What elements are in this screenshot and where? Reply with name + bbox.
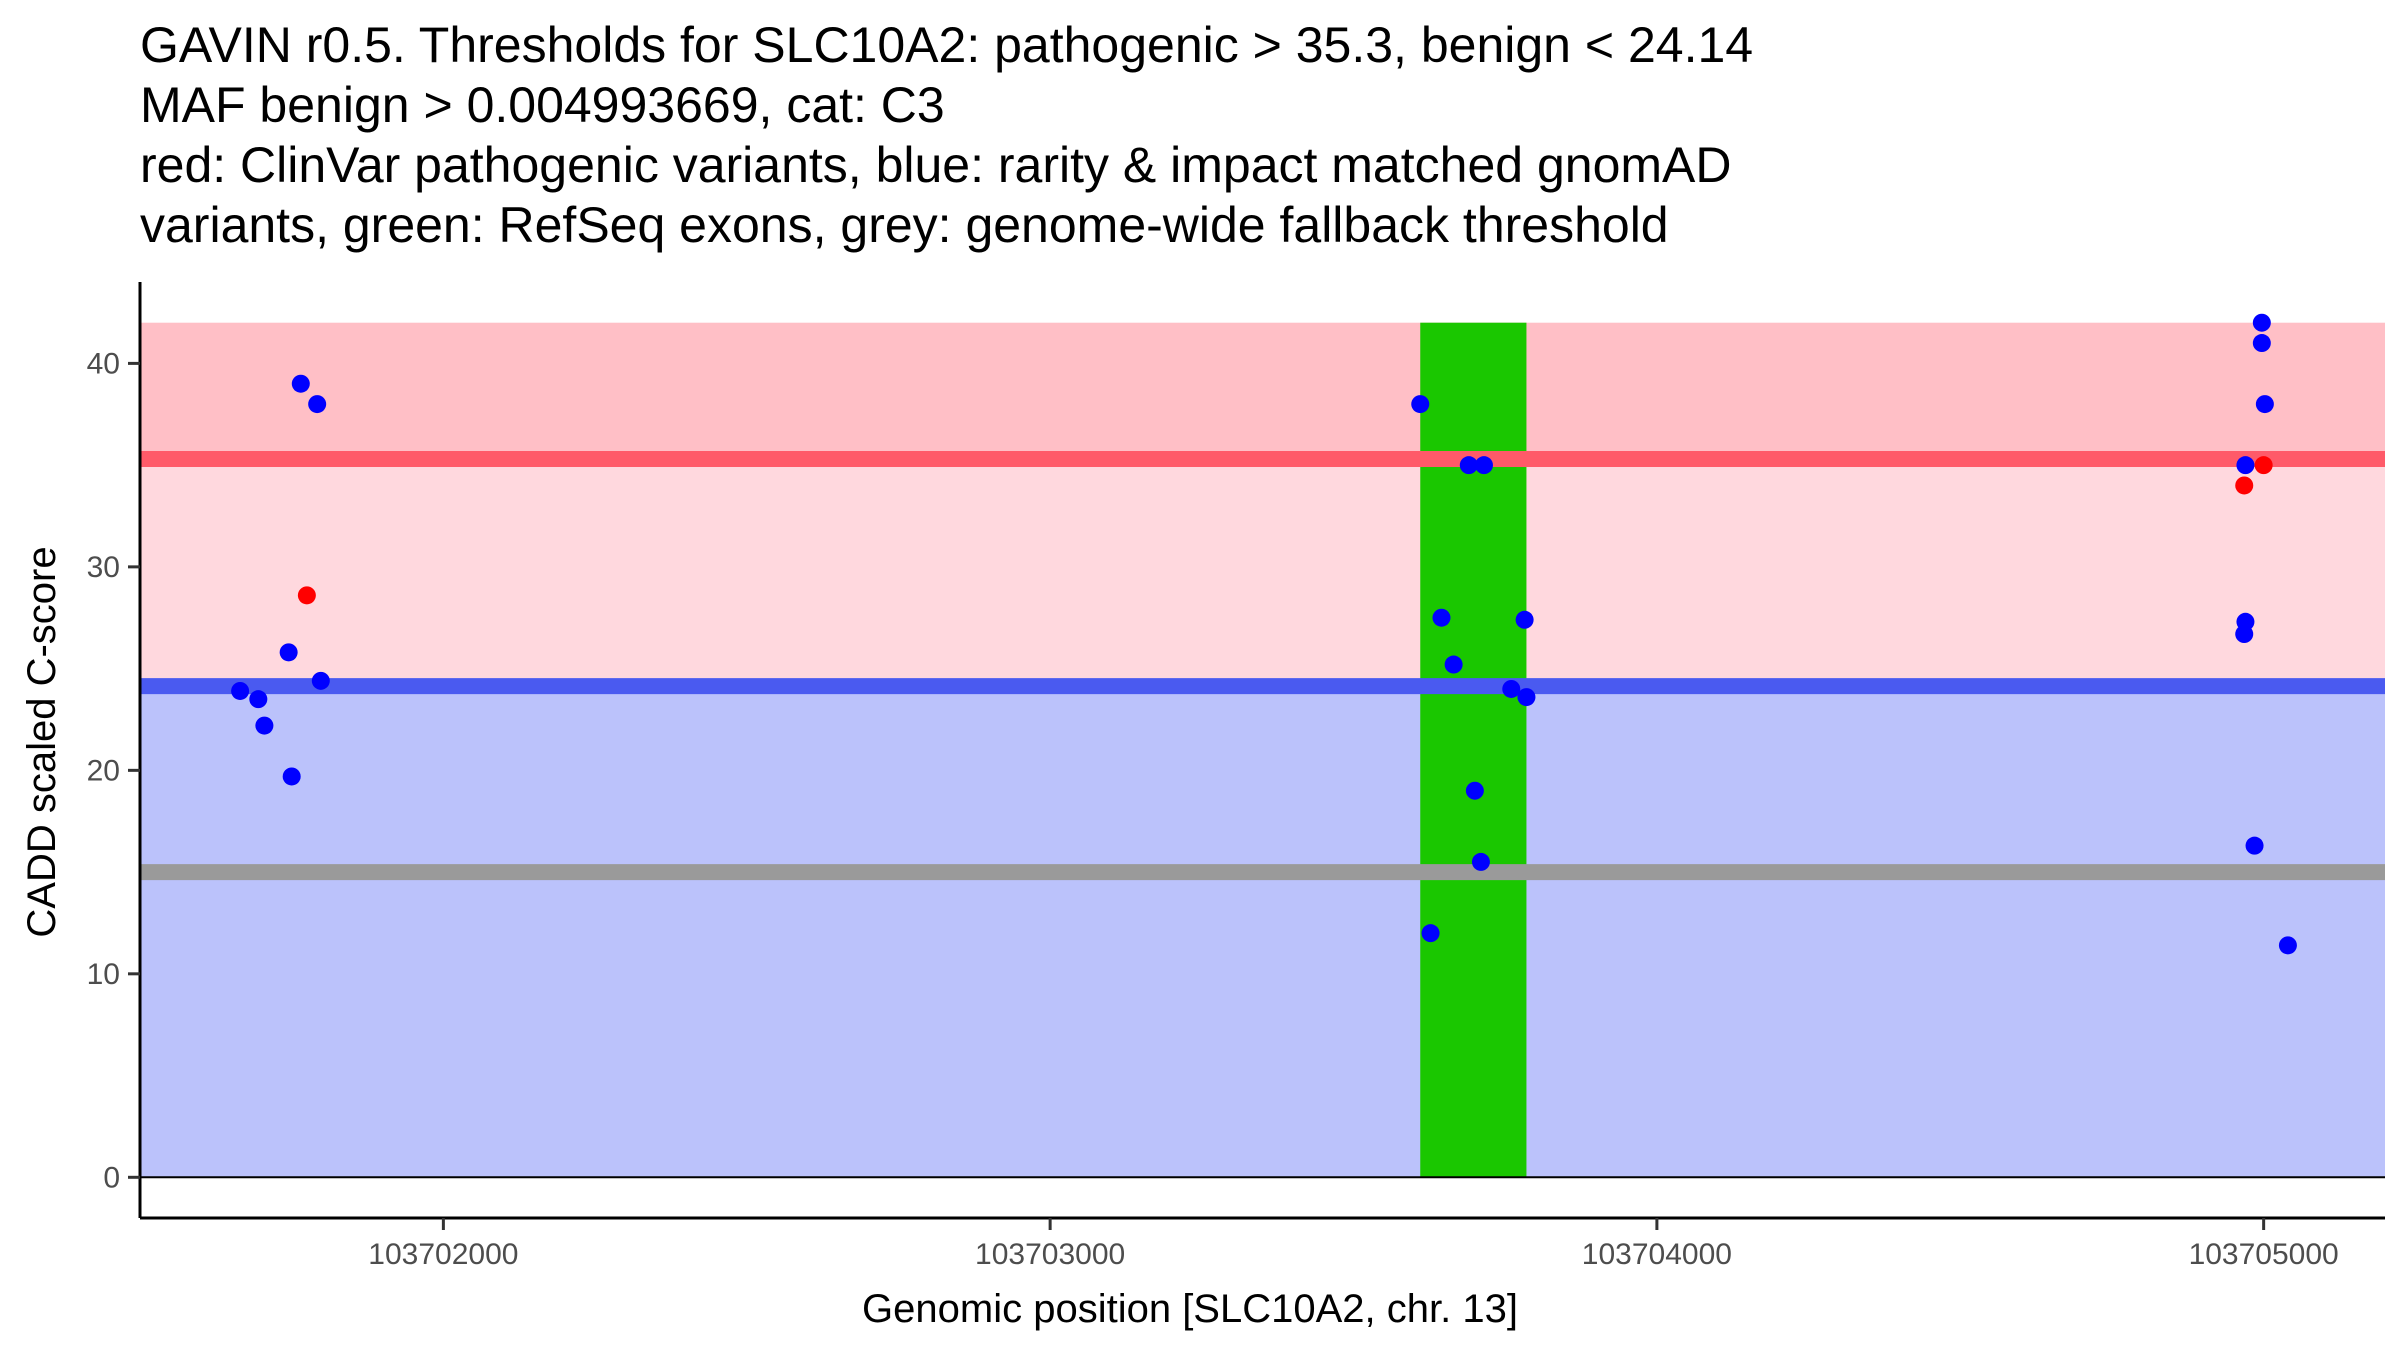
gnomad-point-1 <box>231 681 250 700</box>
y-tick-label-40: 40 <box>87 347 120 380</box>
pathogenic-zone <box>140 322 2385 460</box>
x-tick-label-103703000: 103703000 <box>975 1238 1125 1271</box>
gnomad-point-27 <box>2278 936 2297 955</box>
x-tick-label-103702000: 103702000 <box>368 1238 518 1271</box>
gnomad-point-10 <box>1421 924 1440 943</box>
x-tick-label-103704000: 103704000 <box>1582 1238 1732 1271</box>
gnomad-point-2 <box>249 690 268 709</box>
gnomad-point-26 <box>2255 395 2274 414</box>
gnomad-point-12 <box>1444 655 1463 674</box>
gnomad-point-18 <box>1515 610 1534 629</box>
gnomad-point-13 <box>1459 456 1478 475</box>
gnomad-point-20 <box>2236 456 2255 475</box>
gnomad-point-17 <box>1502 679 1521 698</box>
clinvar-point-1 <box>297 586 316 605</box>
intermediate-zone <box>140 459 2385 687</box>
data-points <box>231 313 2297 955</box>
y-tick-label-30: 30 <box>87 551 120 584</box>
exon-regions <box>1420 322 1527 1178</box>
gnomad-point-16 <box>1474 456 1493 475</box>
gnomad-point-7 <box>308 395 327 414</box>
gnomad-point-11 <box>1432 608 1451 627</box>
y-tick-label-0: 0 <box>103 1161 120 1194</box>
exon-region-1 <box>1420 322 1527 1178</box>
chart-title-line-2: MAF benign > 0.004993669, cat: C3 <box>140 77 945 133</box>
y-tick-label-10: 10 <box>87 958 120 991</box>
axes: 0 10 20 30 40 103702000 103703000 103704000 1037… <box>87 282 2385 1271</box>
x-axis-title: Genomic position [SLC10A2, chr. 13] <box>862 1287 1518 1331</box>
gnomad-point-23 <box>2245 836 2264 855</box>
gnomad-point-4 <box>279 643 298 662</box>
chart-title-line-1: GAVIN r0.5. Thresholds for SLC10A2: path… <box>140 17 1753 73</box>
gnomad-point-14 <box>1465 781 1484 800</box>
chart-title-line-4: variants, green: RefSeq exons, grey: gen… <box>140 197 1669 253</box>
clinvar-point-3 <box>2254 456 2273 475</box>
gnomad-point-22 <box>2235 625 2254 644</box>
gnomad-point-19 <box>1517 688 1536 707</box>
gnomad-point-24 <box>2252 313 2271 332</box>
gnomad-point-9 <box>1411 395 1430 414</box>
chart-title-line-3: red: ClinVar pathogenic variants, blue: … <box>140 137 1731 193</box>
threshold-bands <box>140 322 2385 1178</box>
gnomad-point-5 <box>282 767 301 786</box>
gnomad-point-25 <box>2252 334 2271 353</box>
benign-zone <box>140 686 2385 1178</box>
gnomad-point-6 <box>291 374 310 393</box>
gnomad-point-15 <box>1471 852 1490 871</box>
clinvar-point-2 <box>2235 476 2254 495</box>
x-tick-label-103705000: 103705000 <box>2189 1238 2339 1271</box>
gnomad-point-3 <box>255 716 274 735</box>
y-axis-title: CADD scaled C-score <box>20 546 64 937</box>
y-tick-label-20: 20 <box>87 754 120 787</box>
gnomad-point-8 <box>311 671 330 690</box>
threshold-lines <box>140 451 2385 1179</box>
chart-title: GAVIN r0.5. Thresholds for SLC10A2: path… <box>140 17 1753 253</box>
